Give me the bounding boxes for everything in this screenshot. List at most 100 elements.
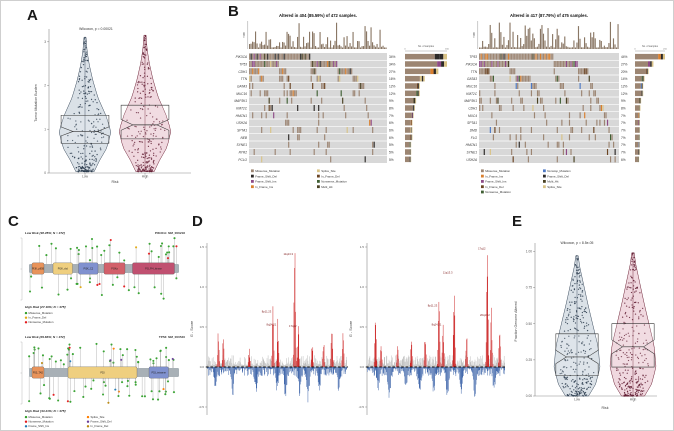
svg-text:MAP3K1: MAP3K1	[234, 99, 247, 103]
svg-text:TTN: TTN	[471, 70, 478, 74]
svg-text:MUC4: MUC4	[468, 114, 477, 118]
svg-text:7%: 7%	[621, 151, 626, 155]
svg-text:210: 210	[663, 49, 667, 51]
svg-text:In_Frame_Ins: In_Frame_Ins	[255, 185, 273, 189]
svg-text:44%: 44%	[621, 55, 628, 59]
svg-text:Frame_Shift_Del: Frame_Shift_Del	[547, 174, 569, 178]
svg-text:Altered in 404 (85.59%) of 472: Altered in 404 (85.59%) of 472 samples.	[279, 13, 357, 18]
svg-text:PIK3CA: PIK3CA	[466, 63, 477, 67]
svg-text:SPTA1: SPTA1	[237, 129, 247, 133]
svg-text:No. of samples: No. of samples	[418, 45, 435, 48]
svg-text:Low: Low	[82, 175, 89, 179]
svg-text:5%: 5%	[389, 158, 394, 162]
svg-text:16%: 16%	[389, 77, 396, 81]
svg-text:Frame_Shift_Del: Frame_Shift_Del	[255, 174, 277, 178]
svg-text:Nonsense_Mutation: Nonsense_Mutation	[29, 420, 54, 424]
panel-e-fga-violin-plot: 0.00 0.25 0.50 0.75 1.00 Fraction Genome Alte…	[514, 241, 657, 410]
svg-text:In_Frame_Del: In_Frame_Del	[91, 424, 109, 428]
svg-text:0.5: 0.5	[360, 325, 365, 329]
svg-text:0.0: 0.0	[360, 365, 365, 369]
svg-text:Multi_Hit: Multi_Hit	[547, 180, 558, 184]
svg-text:8q24.21: 8q24.21	[432, 323, 442, 327]
svg-text:Nonsense_Mutation: Nonsense_Mutation	[321, 180, 347, 184]
svg-text:12%: 12%	[621, 85, 628, 89]
panel-label-a: A	[27, 7, 38, 24]
svg-text:In_Frame_Del: In_Frame_Del	[485, 185, 504, 189]
svg-text:Low: Low	[574, 398, 581, 402]
oncoprint: Altered in 417 (87.79%) of 475 samples. T…	[464, 13, 667, 194]
svg-text:-0.5: -0.5	[199, 405, 205, 409]
svg-text:MUC16: MUC16	[466, 85, 477, 89]
svg-text:Frame_Shift_Ins: Frame_Shift_Ins	[255, 180, 277, 184]
svg-text:P53_TAD: P53_TAD	[33, 372, 43, 375]
svg-text:Splice_Site: Splice_Site	[91, 415, 105, 419]
svg-text:PIK3CA: PIK3CA	[236, 55, 247, 59]
svg-text:CDH1: CDH1	[238, 70, 247, 74]
svg-text:6%: 6%	[389, 121, 394, 125]
svg-text:6%: 6%	[621, 158, 626, 162]
svg-text:6%: 6%	[389, 129, 394, 133]
svg-text:1.5: 1.5	[200, 245, 205, 249]
svg-text:34%: 34%	[389, 63, 396, 67]
gscore-plot: 1.5 1.0 0.5 0.0 -0.5 G - Score 8p11.23 8q24.21 1…	[349, 243, 506, 415]
svg-text:8q24.21: 8q24.21	[266, 323, 276, 327]
svg-text:KMT2C: KMT2C	[236, 107, 248, 111]
svg-text:Frame_Shift_Ins: Frame_Shift_Ins	[485, 180, 507, 184]
svg-text:0: 0	[404, 49, 406, 51]
svg-text:20%: 20%	[621, 70, 628, 74]
svg-text:In_Frame_Del: In_Frame_Del	[321, 174, 340, 178]
svg-text:0.75: 0.75	[526, 286, 532, 290]
svg-text:0: 0	[44, 171, 46, 175]
svg-text:Nonsense_Mutation: Nonsense_Mutation	[29, 320, 54, 324]
svg-text:P53_tetramer: P53_tetramer	[152, 372, 167, 375]
svg-text:HMCN1: HMCN1	[466, 143, 478, 147]
svg-text:SYNE1: SYNE1	[467, 151, 478, 155]
svg-text:20q13.2: 20q13.2	[480, 313, 490, 317]
svg-text:High: High	[630, 398, 637, 402]
svg-text:12%: 12%	[389, 92, 396, 96]
svg-text:34%: 34%	[389, 55, 396, 59]
svg-text:Splice_Site: Splice_Site	[321, 169, 336, 173]
svg-text:PI3_PI4_kinase: PI3_PI4_kinase	[145, 268, 162, 271]
svg-text:High Risk [44.21%; N = 475]: High Risk [44.21%; N = 475]	[25, 409, 66, 413]
svg-text:FLG: FLG	[471, 136, 478, 140]
svg-text:P53: P53	[100, 372, 105, 375]
svg-text:G - Score: G - Score	[349, 321, 353, 337]
svg-text:Nonstop_Mutation: Nonstop_Mutation	[547, 169, 571, 173]
panel-a-tmb-violin-plot: 0 1 2 3 Tumor Mutation Burden Wilcoxon, p = 0…	[34, 27, 191, 184]
svg-text:160: 160	[445, 49, 449, 51]
svg-text:In_Frame_Ins: In_Frame_Ins	[485, 174, 503, 178]
panel-label-b: B	[228, 3, 239, 20]
svg-text:TP53: NM_000546: TP53: NM_000546	[159, 335, 185, 339]
svg-text:8p11.23: 8p11.23	[262, 310, 272, 314]
panel-b-oncoprint-low-risk: Altered in 404 (85.59%) of 472 samples. T…	[234, 13, 449, 189]
panel-b-oncoprint-high-risk: Altered in 417 (87.79%) of 475 samples. T…	[464, 13, 667, 194]
svg-text:TP53: TP53	[239, 63, 247, 67]
svg-text:0.0: 0.0	[200, 365, 205, 369]
svg-text:14%: 14%	[621, 77, 628, 81]
panel-label-c: C	[8, 213, 19, 230]
svg-text:Multi_Hit: Multi_Hit	[321, 185, 332, 189]
svg-text:9%: 9%	[389, 99, 394, 103]
svg-text:7%: 7%	[621, 121, 626, 125]
svg-text:7%: 7%	[621, 143, 626, 147]
svg-text:12%: 12%	[389, 85, 396, 89]
panel-d-gscore-plot-left: 1.5 1.0 0.5 0.0 -0.5 G - Score 8p11.23 8q24.21 1…	[190, 243, 348, 415]
svg-text:GATA3: GATA3	[467, 77, 477, 81]
svg-text:17q12: 17q12	[289, 324, 297, 328]
svg-text:SYNE1: SYNE1	[237, 143, 248, 147]
svg-text:-0.5: -0.5	[359, 405, 365, 409]
svg-text:Wilcoxon, p = 8.5e-05: Wilcoxon, p = 8.5e-05	[561, 241, 594, 245]
svg-text:Risk: Risk	[602, 406, 609, 410]
svg-text:Frame_Shift_Ins: Frame_Shift_Ins	[29, 424, 50, 428]
panel-label-d: D	[192, 213, 203, 230]
svg-text:0.00: 0.00	[526, 394, 532, 398]
svg-text:8%: 8%	[621, 107, 626, 111]
svg-text:7%: 7%	[621, 136, 626, 140]
svg-text:Fraction Genome Altered: Fraction Genome Altered	[514, 302, 518, 342]
svg-text:G - Score: G - Score	[190, 321, 194, 337]
svg-text:Missense_Mutation: Missense_Mutation	[485, 169, 510, 173]
svg-text:KMT2C: KMT2C	[466, 92, 478, 96]
svg-text:11q13.3: 11q13.3	[283, 252, 293, 256]
